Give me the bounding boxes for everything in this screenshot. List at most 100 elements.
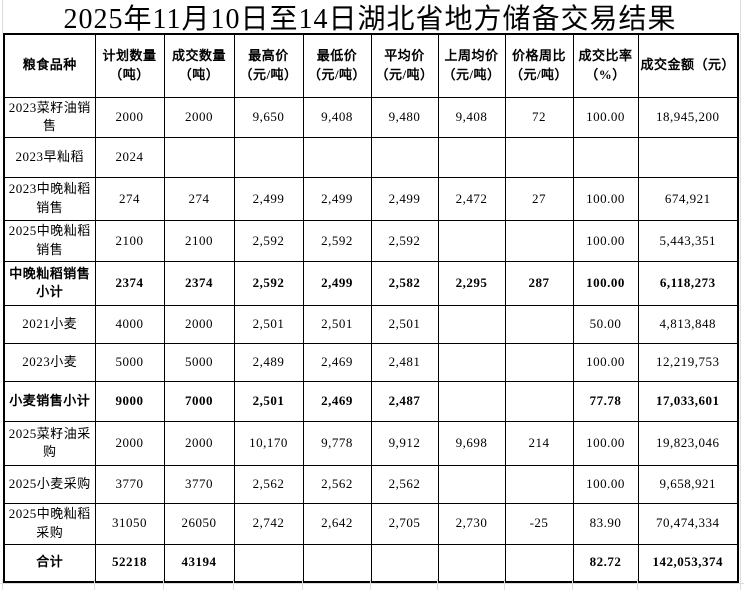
value-cell[interactable] <box>437 137 506 179</box>
value-cell[interactable]: 72 <box>504 96 574 139</box>
value-cell[interactable]: 2000 <box>94 96 165 139</box>
row-label-cell[interactable]: 2023中晚籼稻 销售 <box>3 177 96 222</box>
value-cell[interactable]: 9,912 <box>370 420 439 466</box>
value-cell[interactable]: 274 <box>163 177 235 222</box>
value-cell[interactable]: 2,472 <box>437 177 506 222</box>
value-cell[interactable]: 5000 <box>94 342 165 382</box>
value-cell[interactable]: 2100 <box>163 220 235 262</box>
column-header[interactable]: 成交比率 （%） <box>572 33 639 98</box>
row-label-cell[interactable]: 2025菜籽油采 购 <box>3 420 96 466</box>
value-cell[interactable] <box>504 304 574 344</box>
column-header[interactable]: 最高价 （元/吨） <box>233 33 304 98</box>
value-cell[interactable]: 2000 <box>94 420 165 466</box>
value-cell[interactable]: 4000 <box>94 304 165 344</box>
value-cell[interactable] <box>437 380 506 422</box>
value-cell[interactable]: 70,474,334 <box>637 502 739 545</box>
value-cell[interactable]: 2000 <box>163 304 235 344</box>
value-cell[interactable]: 52218 <box>94 543 165 583</box>
value-cell[interactable]: 2,487 <box>370 380 439 422</box>
value-cell[interactable]: 2,592 <box>233 220 304 262</box>
value-cell[interactable]: 43194 <box>163 543 235 583</box>
row-label-cell[interactable]: 2025中晚籼稻 销售 <box>3 220 96 262</box>
value-cell[interactable]: 2374 <box>163 260 235 306</box>
value-cell[interactable]: 27 <box>504 177 574 222</box>
value-cell[interactable]: 5,443,351 <box>637 220 739 262</box>
value-cell[interactable]: 2000 <box>163 420 235 466</box>
value-cell[interactable]: 12,219,753 <box>637 342 739 382</box>
value-cell[interactable]: 50.00 <box>572 304 639 344</box>
row-label-cell[interactable]: 2023菜籽油销 售 <box>3 96 96 139</box>
value-cell[interactable]: 2,295 <box>437 260 506 306</box>
column-header[interactable]: 成交数量 （吨） <box>163 33 235 98</box>
value-cell[interactable] <box>233 137 304 179</box>
value-cell[interactable] <box>370 543 439 583</box>
value-cell[interactable]: 5000 <box>163 342 235 382</box>
value-cell[interactable] <box>437 304 506 344</box>
value-cell[interactable]: 82.72 <box>572 543 639 583</box>
value-cell[interactable]: 2,562 <box>233 464 304 504</box>
value-cell[interactable]: 2,499 <box>233 177 304 222</box>
value-cell[interactable] <box>504 464 574 504</box>
value-cell[interactable] <box>302 137 372 179</box>
value-cell[interactable]: 2,469 <box>302 342 372 382</box>
value-cell[interactable]: 274 <box>94 177 165 222</box>
value-cell[interactable]: 2,499 <box>302 260 372 306</box>
value-cell[interactable]: 6,118,273 <box>637 260 739 306</box>
value-cell[interactable]: 2,499 <box>302 177 372 222</box>
value-cell[interactable]: 9,698 <box>437 420 506 466</box>
value-cell[interactable] <box>437 543 506 583</box>
value-cell[interactable]: 2,469 <box>302 380 372 422</box>
value-cell[interactable]: 18,945,200 <box>637 96 739 139</box>
column-header[interactable]: 价格周比 （元/吨） <box>504 33 574 98</box>
value-cell[interactable]: 674,921 <box>637 177 739 222</box>
value-cell[interactable]: 83.90 <box>572 502 639 545</box>
value-cell[interactable] <box>302 543 372 583</box>
value-cell[interactable]: 2,501 <box>302 304 372 344</box>
value-cell[interactable]: 31050 <box>94 502 165 545</box>
value-cell[interactable]: 10,170 <box>233 420 304 466</box>
value-cell[interactable]: 2,501 <box>233 304 304 344</box>
value-cell[interactable]: 77.78 <box>572 380 639 422</box>
value-cell[interactable]: 4,813,848 <box>637 304 739 344</box>
value-cell[interactable]: 9,480 <box>370 96 439 139</box>
value-cell[interactable]: 100.00 <box>572 260 639 306</box>
row-label-cell[interactable]: 合计 <box>3 543 96 583</box>
column-header[interactable]: 最低价 （元/吨） <box>302 33 372 98</box>
value-cell[interactable]: 2374 <box>94 260 165 306</box>
row-label-cell[interactable]: 中晚籼稻销售 小计 <box>3 260 96 306</box>
value-cell[interactable]: 100.00 <box>572 96 639 139</box>
value-cell[interactable] <box>370 137 439 179</box>
value-cell[interactable]: 214 <box>504 420 574 466</box>
value-cell[interactable]: 2,501 <box>370 304 439 344</box>
value-cell[interactable] <box>504 342 574 382</box>
column-header[interactable]: 上周均价 （元/吨） <box>437 33 506 98</box>
value-cell[interactable] <box>637 137 739 179</box>
value-cell[interactable]: 2,582 <box>370 260 439 306</box>
value-cell[interactable]: 100.00 <box>572 177 639 222</box>
value-cell[interactable]: 2,501 <box>233 380 304 422</box>
value-cell[interactable]: 2,562 <box>302 464 372 504</box>
column-header[interactable]: 计划数量 （吨） <box>94 33 165 98</box>
row-label-cell[interactable]: 2021小麦 <box>3 304 96 344</box>
value-cell[interactable]: 287 <box>504 260 574 306</box>
column-header[interactable]: 粮食品种 <box>3 33 96 98</box>
value-cell[interactable] <box>437 220 506 262</box>
column-header[interactable]: 平均价 （元/吨） <box>370 33 439 98</box>
value-cell[interactable]: 2,489 <box>233 342 304 382</box>
value-cell[interactable]: 100.00 <box>572 342 639 382</box>
value-cell[interactable]: 3770 <box>163 464 235 504</box>
value-cell[interactable] <box>504 137 574 179</box>
value-cell[interactable]: 142,053,374 <box>637 543 739 583</box>
row-label-cell[interactable]: 2025中晚籼稻 采购 <box>3 502 96 545</box>
value-cell[interactable]: 9000 <box>94 380 165 422</box>
value-cell[interactable]: 100.00 <box>572 420 639 466</box>
row-label-cell[interactable]: 2023早籼稻 <box>3 137 96 179</box>
value-cell[interactable]: 2,742 <box>233 502 304 545</box>
value-cell[interactable] <box>504 380 574 422</box>
value-cell[interactable] <box>233 543 304 583</box>
value-cell[interactable]: 2,642 <box>302 502 372 545</box>
value-cell[interactable]: 7000 <box>163 380 235 422</box>
value-cell[interactable]: 2,592 <box>302 220 372 262</box>
value-cell[interactable] <box>504 543 574 583</box>
value-cell[interactable]: 2000 <box>163 96 235 139</box>
